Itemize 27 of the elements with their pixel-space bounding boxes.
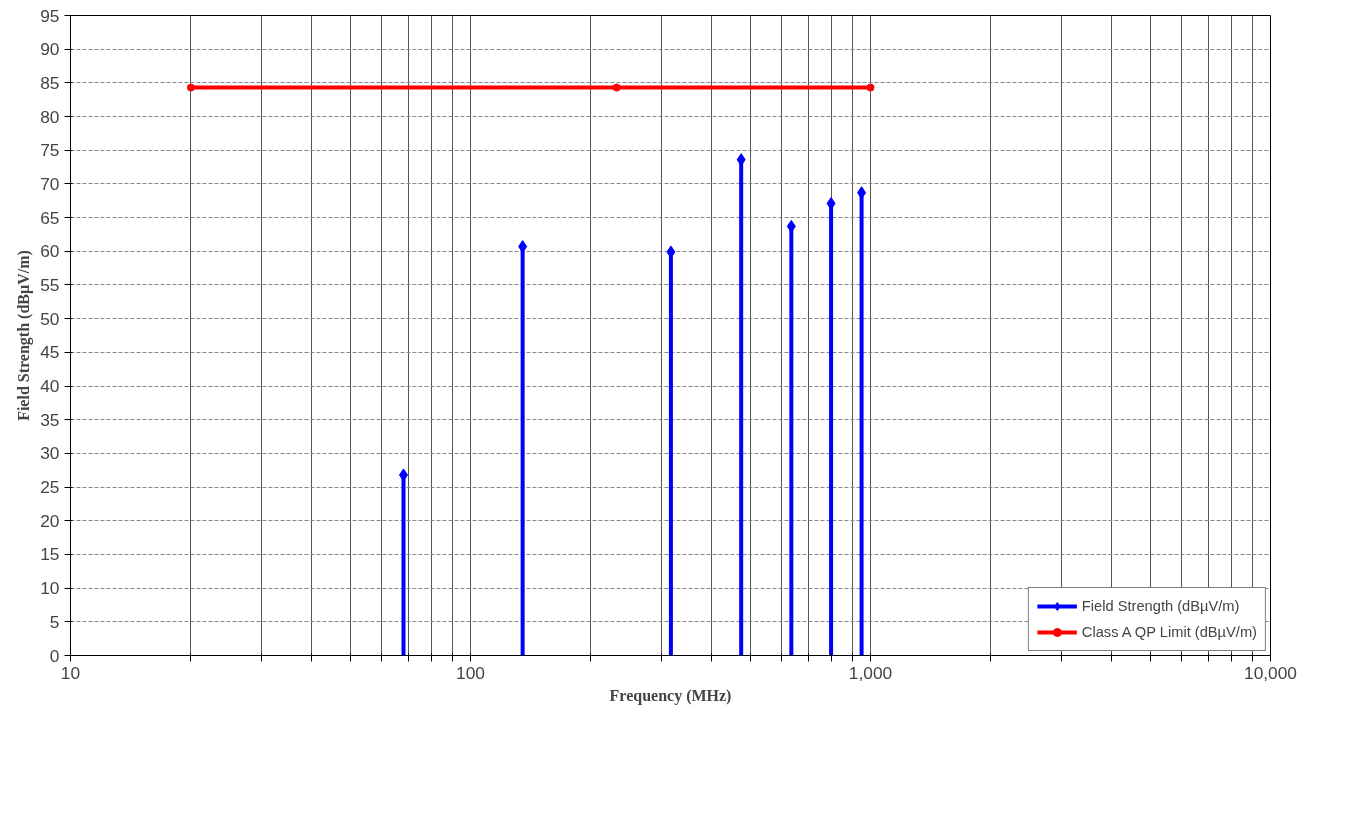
x-axis-title: Frequency (MHz) [609, 686, 732, 705]
y-tick-label: 45 [40, 342, 60, 363]
y-tick-label: 70 [40, 173, 60, 194]
legend-label: Class A QP Limit (dBµV/m) [1081, 624, 1257, 640]
y-tick-label: 40 [40, 376, 60, 397]
y-tick-label: 85 [40, 72, 60, 93]
x-tick-label: 10,000 [1244, 662, 1297, 683]
y-tick-label: 50 [40, 308, 60, 329]
y-tick-label: 30 [40, 443, 60, 464]
y-tick-label: 10 [40, 578, 60, 599]
y-tick-label: 20 [40, 510, 60, 531]
y-tick-label: 5 [49, 611, 60, 632]
y-tick-label: 15 [40, 544, 60, 565]
y-tick-label: 95 [40, 5, 60, 26]
x-tick-label: 100 [456, 662, 485, 683]
y-tick-label: 25 [40, 477, 60, 498]
y-tick-label: 75 [40, 140, 60, 161]
y-tick-label: 90 [40, 39, 60, 60]
y-tick-label: 55 [40, 274, 60, 295]
y-tick-label: 0 [49, 645, 60, 666]
y-tick-label: 35 [40, 409, 60, 430]
x-tick-label: 1,000 [848, 662, 893, 683]
y-tick-label: 65 [40, 207, 60, 228]
legend-label: Field Strength (dBµV/m) [1081, 598, 1240, 614]
y-axis-title: Field Strength (dBµV/m) [15, 250, 34, 421]
y-tick-label: 80 [40, 106, 60, 127]
y-tick-label: 60 [40, 241, 60, 262]
